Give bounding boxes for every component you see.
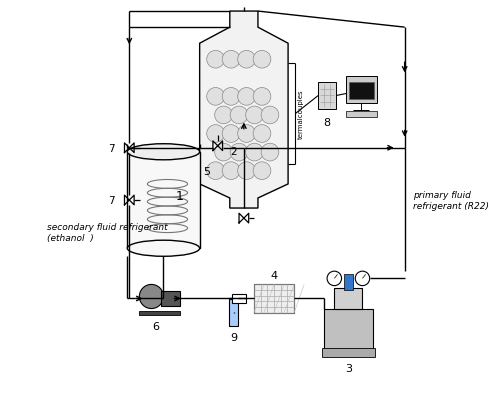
- Circle shape: [253, 162, 271, 180]
- Circle shape: [222, 126, 240, 143]
- Text: 1: 1: [176, 190, 184, 203]
- Bar: [322, 348, 374, 357]
- Circle shape: [355, 271, 370, 286]
- Text: 3: 3: [345, 363, 352, 373]
- Text: 7: 7: [108, 144, 115, 153]
- Bar: [230, 300, 238, 326]
- Text: 7: 7: [108, 196, 115, 205]
- Circle shape: [238, 126, 256, 143]
- Text: 6: 6: [152, 321, 159, 331]
- Circle shape: [222, 51, 240, 69]
- Circle shape: [238, 162, 256, 180]
- Bar: [344, 275, 353, 291]
- Text: secondary fluid refrigerant
(ethanol  ): secondary fluid refrigerant (ethanol ): [47, 223, 168, 242]
- Bar: [232, 294, 246, 303]
- Bar: [128, 152, 200, 249]
- Ellipse shape: [128, 144, 200, 160]
- Text: 4: 4: [270, 270, 278, 280]
- Text: 9: 9: [230, 332, 237, 342]
- Circle shape: [230, 144, 248, 162]
- Bar: [334, 289, 362, 309]
- Text: 5: 5: [204, 166, 210, 176]
- Bar: [324, 309, 372, 349]
- Circle shape: [230, 107, 248, 124]
- Bar: [140, 311, 179, 316]
- Bar: [254, 285, 294, 313]
- Circle shape: [222, 88, 240, 106]
- Circle shape: [327, 271, 342, 286]
- Text: termalcouples: termalcouples: [298, 89, 304, 139]
- Circle shape: [238, 51, 256, 69]
- Circle shape: [214, 107, 232, 124]
- Polygon shape: [200, 12, 288, 209]
- Circle shape: [246, 107, 264, 124]
- Circle shape: [222, 162, 240, 180]
- Circle shape: [253, 51, 271, 69]
- Bar: [318, 83, 336, 109]
- Text: primary fluid
refrigerant (R22): primary fluid refrigerant (R22): [412, 191, 488, 210]
- Circle shape: [261, 107, 279, 124]
- Circle shape: [261, 144, 279, 162]
- Circle shape: [214, 144, 232, 162]
- Ellipse shape: [128, 241, 200, 257]
- Circle shape: [206, 51, 224, 69]
- Text: 2: 2: [230, 146, 236, 156]
- Circle shape: [238, 88, 256, 106]
- Circle shape: [140, 285, 164, 309]
- Circle shape: [206, 162, 224, 180]
- Bar: [349, 83, 374, 100]
- Circle shape: [206, 88, 224, 106]
- Circle shape: [253, 126, 271, 143]
- Bar: [346, 77, 376, 103]
- Bar: [162, 292, 180, 306]
- Circle shape: [246, 144, 264, 162]
- Bar: [346, 111, 376, 117]
- Text: 8: 8: [324, 117, 331, 127]
- Circle shape: [253, 88, 271, 106]
- Circle shape: [206, 126, 224, 143]
